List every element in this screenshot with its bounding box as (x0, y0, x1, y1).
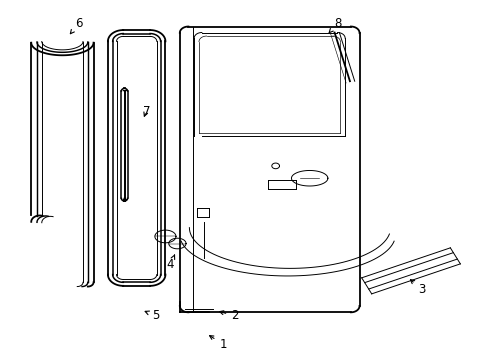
Text: 1: 1 (209, 336, 226, 351)
Text: 4: 4 (166, 255, 174, 271)
Text: 8: 8 (328, 17, 341, 33)
Text: 7: 7 (142, 105, 150, 118)
Text: 6: 6 (70, 17, 83, 34)
Text: 5: 5 (145, 309, 159, 322)
Text: 3: 3 (409, 280, 425, 296)
Text: 2: 2 (219, 309, 238, 322)
